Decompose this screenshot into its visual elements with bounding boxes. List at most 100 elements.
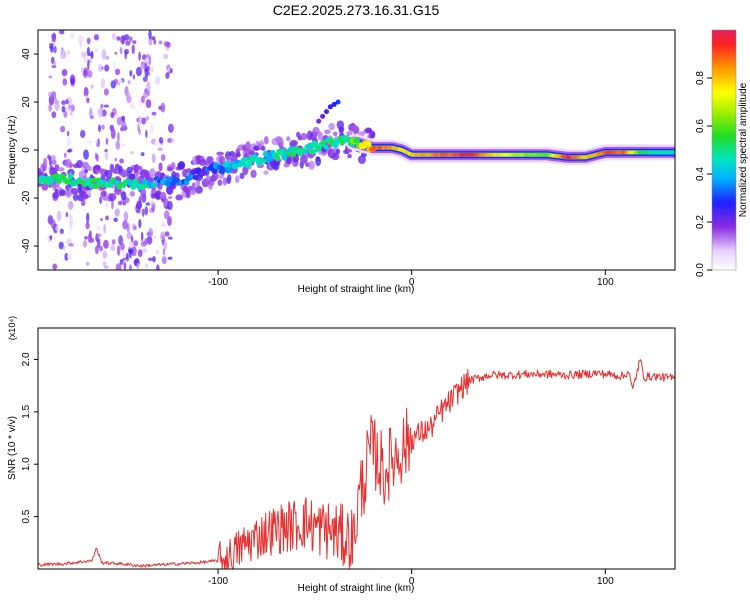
colorbar-tick-label: 0.4 bbox=[695, 167, 706, 181]
spectrogram-noise-cell bbox=[90, 84, 94, 89]
snr-y-ticks: 0.5 1.0 1.5 2.0 bbox=[21, 352, 38, 524]
snr-x-tick-label: 100 bbox=[597, 576, 614, 587]
snr-y-tick-label: 1.0 bbox=[21, 457, 32, 471]
spectrogram-halo-cell bbox=[135, 165, 143, 171]
spectrogram-halo-cell bbox=[261, 145, 266, 151]
spectrogram-noise-cell bbox=[146, 235, 153, 245]
spectrogram-halo-cell bbox=[100, 168, 107, 177]
spectrogram-noise-cell bbox=[113, 217, 118, 223]
spectrogram-halo-cell bbox=[299, 133, 308, 141]
spectrogram-ridge-cell bbox=[308, 148, 316, 155]
spectrogram-noise-cell bbox=[104, 64, 110, 72]
spectrogram-noise-cell bbox=[67, 50, 70, 56]
spectrogram-noise-cell bbox=[86, 97, 90, 104]
spectrogram-halo-cell bbox=[234, 175, 240, 184]
spectrogram-noise-cell bbox=[111, 32, 117, 41]
spectrogram-noise-cell bbox=[141, 117, 147, 125]
spectrogram-noise-cell bbox=[59, 228, 64, 235]
spectrogram-noise-cell bbox=[128, 249, 132, 259]
spectrogram-noise-cell bbox=[83, 86, 89, 98]
spectrogram-noise-cell bbox=[129, 70, 133, 77]
spectrogram-ridge-cell bbox=[672, 150, 675, 155]
spectrogram-halo-cell bbox=[84, 168, 89, 174]
spectrogram-noise-cell bbox=[128, 240, 134, 249]
spectrogram-noise-cell bbox=[130, 104, 135, 109]
colorbar-tick-label: 0.2 bbox=[695, 215, 706, 229]
spectrogram-noise-cell bbox=[97, 238, 101, 249]
spectrogram-noise-cell bbox=[136, 262, 140, 270]
spectrogram-noise-cell bbox=[118, 200, 123, 206]
spectrogram-halo-cell bbox=[105, 169, 113, 179]
spectrogram-halo-cell bbox=[286, 157, 293, 165]
spectrogram-noise-cell bbox=[113, 114, 119, 120]
spectrogram-noise-cell bbox=[163, 53, 169, 60]
spectrogram-noise-cell bbox=[101, 124, 105, 130]
spectrogram-halo-cell bbox=[57, 167, 65, 172]
spectrogram-noise-cell bbox=[104, 152, 109, 161]
colorbar-tick-label: 0.6 bbox=[695, 119, 706, 133]
spectrogram-noise-cell bbox=[83, 240, 88, 248]
spectrogram-noise-cell bbox=[167, 138, 172, 143]
spectrogram-noise-cell bbox=[123, 261, 127, 270]
spectrogram-noise-cell bbox=[87, 233, 92, 244]
spectrogram-noise-cell bbox=[126, 252, 129, 260]
spectrogram-noise-cell bbox=[82, 56, 89, 63]
spectrogram-noise-cell bbox=[97, 63, 103, 73]
spectrogram-halo-cell bbox=[195, 185, 203, 194]
colorbar-tick-label: 0.0 bbox=[695, 263, 706, 277]
spectrogram-halo-cell bbox=[140, 187, 147, 198]
spectrogram-noise-cell bbox=[111, 239, 116, 245]
spectrogram-halo-cell bbox=[312, 126, 320, 137]
spectrogram-noise-cell bbox=[151, 153, 156, 164]
spectrogram-noise-cell bbox=[127, 80, 131, 85]
spectrogram-noise-cell bbox=[62, 78, 68, 86]
spectrogram-noise-cell bbox=[160, 102, 166, 113]
spectrogram-noise-cell bbox=[58, 241, 64, 250]
spectrogram-noise-cell bbox=[144, 57, 149, 64]
spectrogram-noise-cell bbox=[128, 36, 133, 42]
spectrogram-halo-cell bbox=[151, 187, 157, 194]
spectrogram-noise-cell bbox=[166, 41, 171, 48]
spectrogram-noise-cell bbox=[153, 235, 157, 240]
colorbar-gradient bbox=[711, 29, 737, 271]
spectrogram-halo-cell bbox=[94, 165, 101, 171]
spectrogram-noise-cell bbox=[63, 111, 68, 118]
spectrogram-halo-cell bbox=[41, 182, 49, 191]
spectrogram-noise-cell bbox=[87, 60, 90, 71]
spectrogram-noise-cell bbox=[169, 68, 173, 74]
spectrogram-noise-cell bbox=[51, 91, 57, 100]
spectrogram-noise-cell bbox=[164, 231, 170, 237]
spectrogram-noise-cell bbox=[99, 196, 103, 205]
spectrogram-noise-cell bbox=[137, 115, 143, 125]
spectrogram-halo-cell bbox=[42, 157, 48, 167]
spectrogram-y-tick-label: 20 bbox=[21, 96, 32, 108]
spectrogram-halo-cell bbox=[278, 137, 284, 147]
spectrogram-noise-cell bbox=[51, 32, 57, 43]
spectrogram-noise-cell bbox=[104, 148, 108, 153]
spectrogram-noise-cell bbox=[145, 116, 149, 121]
spectrogram-halo-cell bbox=[87, 165, 92, 172]
colorbar-label: Normalized spectral amplitude bbox=[738, 82, 749, 217]
spectrogram-noise-cell bbox=[132, 40, 137, 44]
spectrogram-noise-cell bbox=[68, 219, 73, 230]
spectrogram-halo-cell bbox=[235, 148, 241, 157]
spectrogram-noise-cell bbox=[100, 103, 104, 109]
spectrogram-halo-cell bbox=[100, 190, 107, 198]
spectrogram-noise-cell bbox=[70, 32, 75, 39]
spectrogram-noise-cell bbox=[110, 111, 115, 119]
spectrogram-noise-cell bbox=[147, 257, 154, 261]
spectrogram-noise-cell bbox=[103, 88, 109, 96]
spectrogram-noise-cell bbox=[157, 147, 163, 152]
spectrogram-halo-cell bbox=[332, 131, 338, 137]
spectrogram-noise-cell bbox=[87, 70, 93, 78]
spectrogram-ridge-cell bbox=[55, 177, 63, 184]
spectrogram-halo-cell bbox=[120, 169, 129, 178]
spectrogram-noise-cell bbox=[105, 202, 108, 208]
spectrogram-halo-cell bbox=[338, 126, 345, 133]
spectrogram-noise-cell bbox=[98, 245, 103, 252]
spectrogram-noise-cell bbox=[104, 215, 110, 221]
spectrogram-noise-cell bbox=[126, 95, 132, 104]
spectrogram-halo-cell bbox=[82, 161, 90, 170]
spectrogram-noise-cell bbox=[114, 208, 120, 217]
spectrogram-halo-cell bbox=[239, 172, 245, 180]
